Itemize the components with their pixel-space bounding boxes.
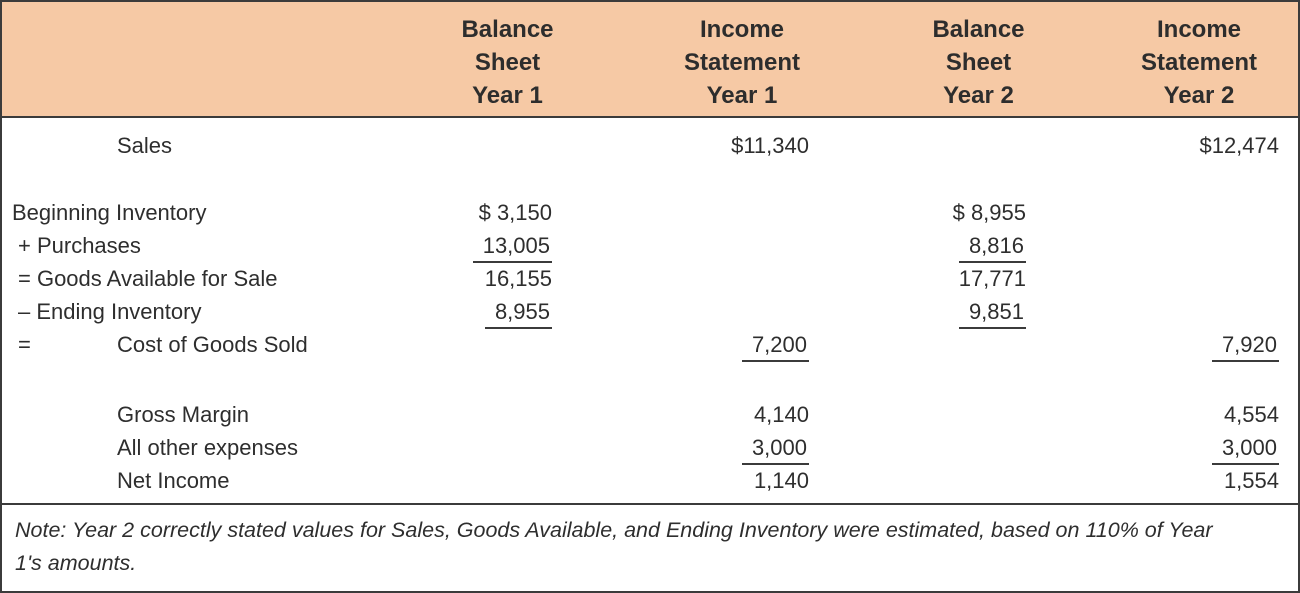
cell-value [623, 229, 861, 262]
table-row-net-income: Net Income 1,140 1,554 [2, 464, 1298, 497]
table-body: Sales $11,340 $12,474 Beginning Inventor… [2, 118, 1298, 503]
cell-value: 7,920 [1096, 328, 1298, 362]
cell-value [1096, 262, 1298, 295]
cell-value: 7,200 [623, 328, 861, 362]
underlined-amount: 7,200 [741, 332, 809, 362]
row-label: Net Income [117, 468, 230, 493]
row-spacer [2, 361, 1298, 398]
cell-value: 1,554 [1223, 468, 1279, 493]
table-row-goods-available: = Goods Available for Sale 16,155 17,771 [2, 262, 1298, 295]
cell-value [623, 196, 861, 229]
cell-value: $11,340 [731, 133, 809, 158]
row-label: + Purchases [18, 233, 141, 258]
row-spacer [2, 162, 1298, 196]
underlined-amount: 3,000 [741, 435, 809, 465]
cell-value [392, 398, 623, 431]
cell-value [1096, 196, 1298, 229]
row-label-text: Cost of Goods Sold [117, 332, 308, 357]
table-row-sales: Sales $11,340 $12,474 [2, 129, 1298, 162]
cell-value [861, 398, 1096, 431]
cell-value [861, 328, 1096, 361]
underlined-amount: 7,920 [1211, 332, 1279, 362]
row-label: = Goods Available for Sale [18, 266, 278, 291]
table-footnote: Note: Year 2 correctly stated values for… [2, 503, 1298, 591]
row-label: Beginning Inventory [12, 200, 207, 225]
underlined-amount: 8,816 [958, 233, 1026, 263]
cell-value: 3,000 [1096, 431, 1298, 465]
table-row-gross-margin: Gross Margin 4,140 4,554 [2, 398, 1298, 431]
row-label: Gross Margin [117, 402, 250, 427]
row-label: All other expenses [117, 435, 298, 460]
row-label: Sales [117, 133, 173, 158]
cell-value: 8,816 [861, 229, 1096, 263]
cell-value [1096, 295, 1298, 328]
table-row-beginning-inventory: Beginning Inventory $ 3,150 $ 8,955 [2, 196, 1298, 229]
underlined-amount: 9,851 [958, 299, 1026, 329]
table-row-all-other-expenses: All other expenses 3,000 3,000 [2, 431, 1298, 465]
cell-value [392, 464, 623, 497]
cell-value: $12,474 [1199, 133, 1279, 158]
cell-value: 8,955 [392, 295, 623, 329]
underlined-amount: 13,005 [472, 233, 552, 263]
table-row-purchases: + Purchases 13,005 8,816 [2, 229, 1298, 263]
underlined-amount: 3,000 [1211, 435, 1279, 465]
table-row-cost-of-goods-sold: = Cost of Goods Sold 7,200 7,920 [2, 328, 1298, 362]
col-header-balance-sheet-year-1: Balance Sheet Year 1 [461, 16, 554, 109]
cell-value: 3,000 [623, 431, 861, 465]
cell-value [392, 431, 623, 464]
col-header-balance-sheet-year-2: Balance Sheet Year 2 [932, 16, 1025, 109]
underlined-amount: 8,955 [484, 299, 552, 329]
cell-value: 9,851 [861, 295, 1096, 329]
cell-value: $ 3,150 [478, 200, 552, 225]
col-header-income-statement-year-1: Income Statement Year 1 [683, 16, 801, 109]
cell-value: 16,155 [484, 266, 552, 291]
cell-value: 4,554 [1223, 402, 1279, 427]
cell-value: 17,771 [958, 266, 1026, 291]
table-header: Balance Sheet Year 1 Income Statement Ye… [2, 2, 1298, 118]
cell-value: 1,140 [753, 468, 809, 493]
row-label: – Ending Inventory [18, 299, 202, 324]
col-header-income-statement-year-2: Income Statement Year 2 [1140, 16, 1258, 109]
cell-value: 13,005 [392, 229, 623, 263]
table-row-ending-inventory: – Ending Inventory 8,955 9,851 [2, 295, 1298, 329]
cell-value: 4,140 [753, 402, 809, 427]
cell-value [861, 129, 1096, 162]
equals-operator: = [18, 332, 31, 357]
cell-value: $ 8,955 [952, 200, 1026, 225]
cell-value [392, 129, 623, 162]
cell-value [623, 295, 861, 328]
row-label-column-header [2, 13, 392, 116]
cell-value [1096, 229, 1298, 262]
cell-value [861, 431, 1096, 464]
cell-value [623, 262, 861, 295]
row-label: = Cost of Goods Sold [2, 328, 392, 361]
cell-value [861, 464, 1096, 497]
cell-value [392, 328, 623, 361]
